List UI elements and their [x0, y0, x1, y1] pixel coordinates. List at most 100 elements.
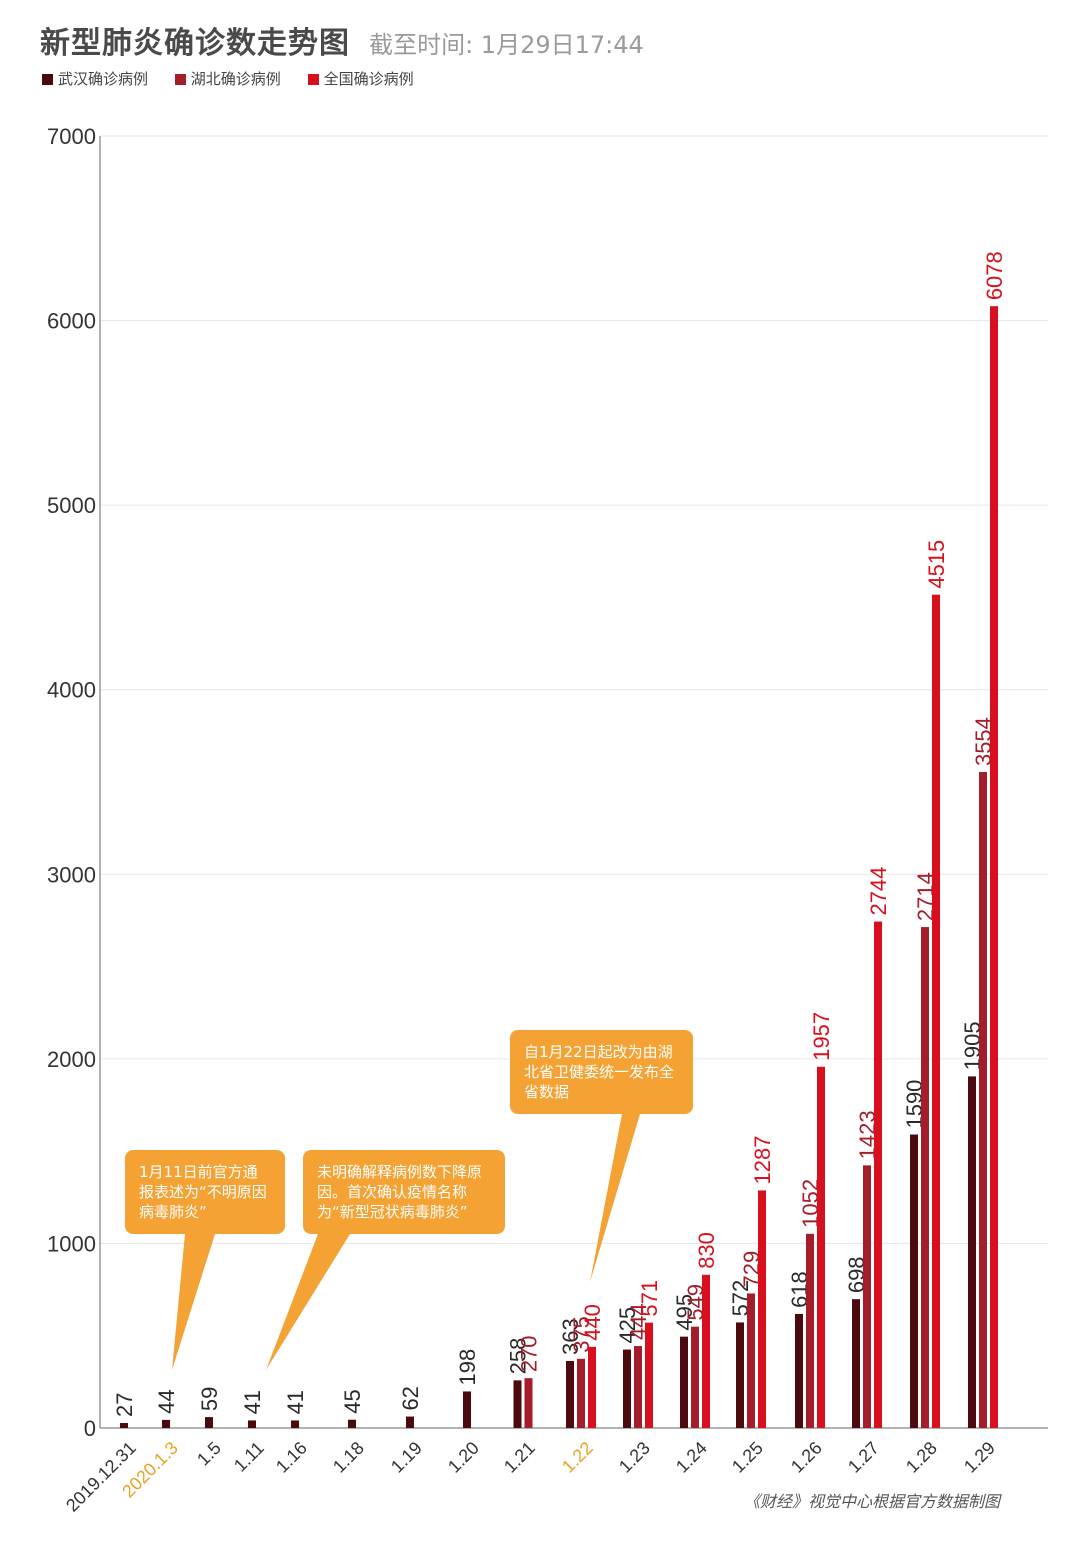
bar-national — [874, 921, 882, 1428]
x-tick-label: 1.22 — [558, 1438, 597, 1477]
y-tick-label: 3000 — [47, 862, 96, 887]
bar-wuhan — [623, 1349, 631, 1428]
chart-title: 新型肺炎确诊数走势图 — [40, 26, 350, 61]
data-label: 198 — [455, 1349, 480, 1386]
x-tick-label: 1.28 — [902, 1438, 941, 1477]
bar-hubei — [979, 772, 987, 1428]
data-label: 363 — [558, 1318, 583, 1355]
data-label: 2744 — [866, 867, 891, 916]
legend-label-wuhan: 武汉确诊病例 — [58, 70, 149, 88]
callout-pointer — [172, 1234, 215, 1370]
bar-national — [702, 1274, 710, 1428]
data-label: 1287 — [750, 1136, 775, 1185]
bar-hubei — [806, 1233, 814, 1428]
x-tick-label: 1.20 — [444, 1438, 483, 1477]
bar-wuhan — [852, 1299, 860, 1428]
chart-subtitle: 截至时间: 1月29日17:44 — [369, 31, 644, 59]
callout-text-jan22: 自1月22日起改为由湖北省卫健委统一发布全省数据 — [524, 1043, 675, 1101]
data-label: 59 — [197, 1387, 222, 1411]
annotation-callout-jan22: 自1月22日起改为由湖北省卫健委统一发布全省数据 — [510, 1030, 693, 1114]
legend-label-hubei: 湖北确诊病例 — [190, 70, 281, 88]
callout-pointer — [266, 1234, 350, 1370]
bar-wuhan — [680, 1336, 688, 1428]
x-tick-label: 1.23 — [615, 1438, 654, 1477]
data-label: 45 — [340, 1389, 365, 1413]
data-label: 6078 — [982, 251, 1007, 300]
bar-hubei — [921, 927, 929, 1428]
x-tick-label: 1.18 — [329, 1438, 368, 1477]
bar-wuhan — [162, 1419, 170, 1428]
x-tick-label: 1.26 — [787, 1438, 826, 1477]
x-tick-label: 1.24 — [672, 1438, 711, 1477]
bar-hubei — [524, 1378, 533, 1428]
data-label: 495 — [672, 1294, 697, 1331]
y-tick-label: 4000 — [47, 678, 96, 703]
bar-wuhan — [291, 1420, 299, 1428]
data-label: 41 — [240, 1390, 265, 1414]
data-label: 1957 — [809, 1012, 834, 1061]
bar-wuhan — [566, 1361, 574, 1428]
y-tick-label: 2000 — [47, 1047, 96, 1072]
legend-swatch-hubei — [174, 74, 186, 85]
data-label: 4515 — [924, 540, 949, 589]
bar-wuhan — [248, 1420, 256, 1428]
bar-wuhan — [205, 1417, 213, 1428]
bar-wuhan — [795, 1313, 803, 1428]
bar-hubei — [863, 1165, 871, 1428]
legend-item-hubei: 湖北确诊病例 — [174, 68, 281, 89]
legend-item-wuhan: 武汉确诊病例 — [42, 68, 148, 89]
bar-national — [645, 1322, 653, 1428]
y-tick-label: 5000 — [47, 493, 96, 518]
bar-national — [588, 1346, 596, 1428]
bar-hubei — [747, 1293, 755, 1428]
bar-hubei — [577, 1358, 585, 1428]
data-label: 41 — [283, 1390, 308, 1414]
legend-swatch-wuhan — [42, 74, 53, 85]
legend: 武汉确诊病例 湖北确诊病例 全国确诊病例 — [42, 68, 436, 89]
bar-national — [817, 1066, 825, 1428]
data-label: 44 — [154, 1389, 179, 1413]
callout-text-jan11: 1月11日前官方通报表述为“不明原因病毒肺炎” — [139, 1163, 267, 1221]
data-label: 440 — [580, 1304, 605, 1341]
legend-label-national: 全国确诊病例 — [323, 70, 414, 88]
chart-header: 新型肺炎确诊数走势图 截至时间: 1月29日17:44 — [40, 18, 1040, 62]
legend-item-national: 全国确诊病例 — [307, 68, 414, 89]
bar-hubei — [634, 1346, 642, 1428]
bar-national — [990, 306, 998, 1429]
data-label: 425 — [615, 1307, 640, 1344]
bar-wuhan — [348, 1419, 356, 1428]
source-note: 《财经》视觉中心根据官方数据制图 — [743, 1492, 1000, 1511]
bar-hubei — [691, 1326, 699, 1428]
data-label: 62 — [398, 1386, 423, 1410]
bar-national — [758, 1190, 766, 1428]
callout-pointer — [590, 1114, 640, 1282]
callout-text-name: 未明确解释病例数下降原因。首次确认疫情名称为“新型冠状病毒肺炎” — [317, 1163, 483, 1221]
legend-swatch-national — [307, 74, 319, 85]
bar-wuhan — [463, 1391, 471, 1428]
bar-national — [932, 594, 940, 1428]
x-tick-label: 1.11 — [230, 1438, 268, 1476]
x-tick-label: 1.19 — [387, 1438, 426, 1477]
annotation-callout-jan11: 1月11日前官方通报表述为“不明原因病毒肺炎” — [125, 1150, 285, 1234]
bar-wuhan — [910, 1134, 918, 1428]
data-label: 258 — [506, 1338, 531, 1375]
x-tick-label: 1.5 — [193, 1438, 225, 1470]
bar-wuhan — [736, 1322, 744, 1428]
data-label: 571 — [637, 1280, 662, 1317]
x-tick-label: 1.16 — [272, 1438, 311, 1477]
y-tick-label: 6000 — [47, 309, 96, 334]
x-tick-label: 1.25 — [728, 1438, 767, 1477]
x-tick-label: 1.27 — [844, 1438, 883, 1477]
y-tick-label: 1000 — [47, 1231, 96, 1256]
data-label: 375 — [569, 1316, 594, 1353]
data-label: 270 — [517, 1335, 542, 1372]
x-tick-label: 1.29 — [960, 1438, 999, 1477]
data-label: 27 — [112, 1393, 137, 1417]
bar-wuhan — [968, 1076, 976, 1428]
bar-wuhan — [513, 1380, 522, 1428]
bar-wuhan — [406, 1416, 414, 1428]
y-tick-label: 0 — [84, 1416, 96, 1441]
y-tick-label: 7000 — [47, 124, 96, 149]
data-label: 830 — [694, 1232, 719, 1269]
